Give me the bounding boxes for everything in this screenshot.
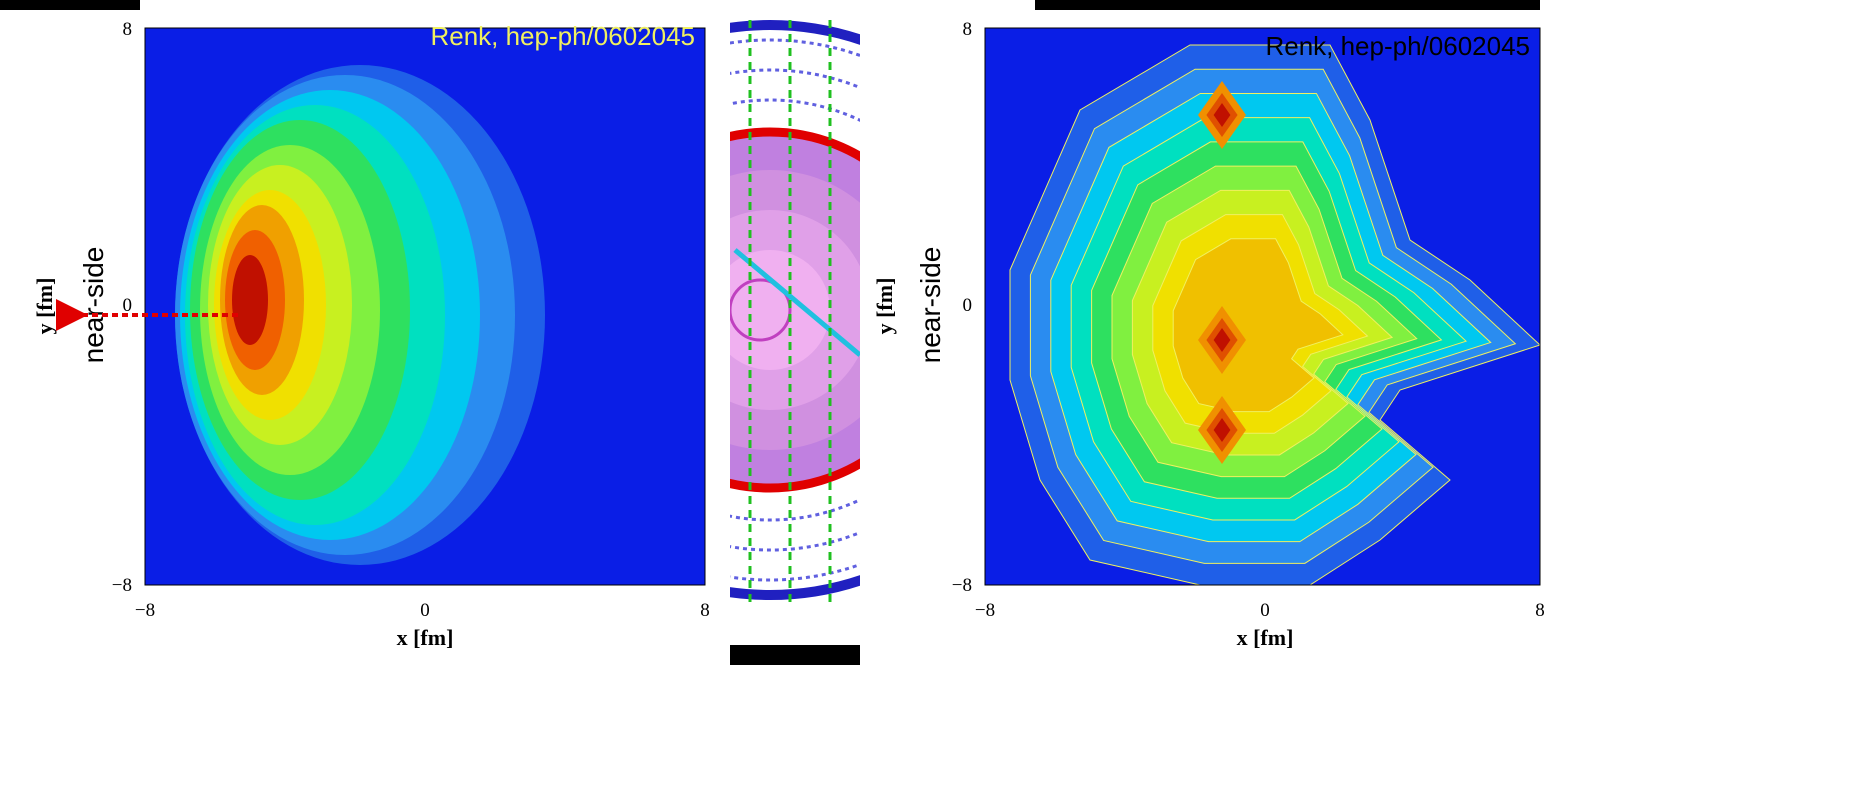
contour: [1172, 238, 1344, 413]
x-axis-label: x [fm]: [1237, 625, 1294, 650]
contour: [232, 255, 268, 345]
y-tick-label: 0: [963, 295, 973, 316]
contour-plot: [145, 28, 705, 585]
side-label: near-side: [78, 247, 109, 364]
y-tick-label: 8: [123, 19, 133, 40]
top-bar: [0, 0, 140, 10]
illustration: [730, 20, 860, 605]
black-box: [730, 645, 860, 665]
x-axis-label: x [fm]: [397, 625, 454, 650]
x-tick-label: −8: [975, 600, 995, 621]
x-tick-label: 8: [700, 600, 710, 621]
plot-frame: [984, 27, 1541, 586]
y-tick-label: −8: [112, 575, 132, 596]
y-tick-label: 8: [963, 19, 973, 40]
x-tick-label: −8: [135, 600, 155, 621]
contour-peak: [1213, 103, 1231, 127]
annotation: Renk, hep-ph/0602045: [430, 21, 695, 51]
y-tick-label: −8: [952, 575, 972, 596]
contour-plot: [985, 28, 1540, 585]
y-axis-label: y [fm]: [872, 278, 897, 335]
x-tick-label: 0: [420, 600, 430, 621]
contour-peak: [1213, 418, 1231, 442]
side-label: near-side: [915, 247, 946, 364]
plot-frame: [144, 27, 706, 586]
contour-peak: [1213, 328, 1231, 352]
top-bar: [1035, 0, 1540, 10]
x-tick-label: 8: [1535, 600, 1545, 621]
y-tick-label: 0: [123, 295, 133, 316]
annotation: Renk, hep-ph/0602045: [1265, 31, 1530, 61]
y-axis-label: y [fm]: [32, 278, 57, 335]
x-tick-label: 0: [1260, 600, 1270, 621]
